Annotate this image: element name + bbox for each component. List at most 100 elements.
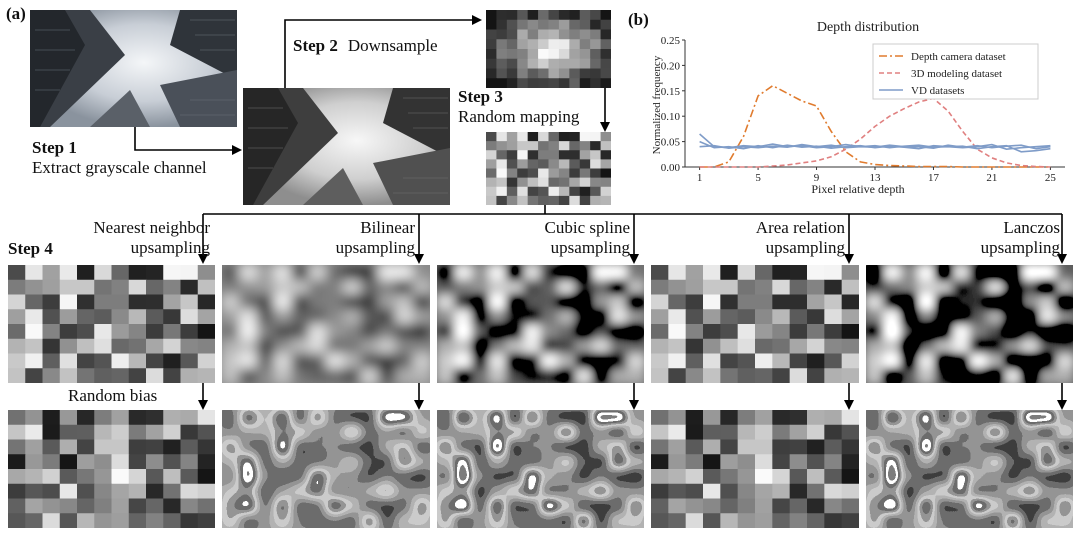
smooth-cell	[343, 265, 362, 281]
smooth-cell	[395, 410, 414, 426]
pixel-cell	[527, 141, 539, 151]
pixel-cell	[548, 29, 560, 40]
smooth-cell	[917, 294, 936, 310]
pixel-cell	[94, 368, 113, 383]
pixel-cell	[685, 424, 704, 441]
chart-series	[699, 84, 1051, 168]
smooth-cell	[256, 439, 275, 455]
cubic-bias-image	[437, 410, 644, 528]
smooth-cell	[575, 439, 593, 455]
smooth-cell	[900, 513, 919, 528]
smooth-cell	[969, 469, 988, 485]
pixel-cell	[77, 424, 95, 441]
pixel-cell	[59, 265, 78, 281]
pixel-cell	[824, 324, 843, 340]
smooth-cell	[454, 469, 473, 485]
pixel-cell	[824, 469, 843, 485]
pixel-cell	[42, 324, 61, 340]
smooth-cell	[557, 279, 576, 296]
pixel-cell	[163, 439, 182, 455]
pixel-cell	[77, 454, 95, 470]
pixel-cell	[807, 353, 825, 369]
pixel-cell	[755, 368, 773, 383]
smooth-cell	[917, 439, 936, 455]
pixel-cell	[527, 150, 539, 160]
smooth-cell	[557, 309, 576, 325]
pixel-cell	[668, 483, 687, 500]
pixel-cell	[703, 279, 721, 296]
pixel-cell	[807, 469, 825, 485]
pixel-cell	[737, 513, 756, 528]
y-tick-label: 0.05	[661, 137, 681, 149]
pixel-cell	[600, 29, 611, 40]
method-label-lanczos: Lanczos upsampling	[945, 218, 1060, 258]
smooth-cell	[437, 498, 455, 514]
pixel-cell	[111, 469, 130, 485]
city-photo-image	[30, 10, 237, 127]
smooth-cell	[412, 309, 430, 325]
pixel-cell	[579, 141, 591, 151]
smooth-cell	[412, 439, 430, 455]
smooth-cell	[557, 353, 576, 369]
smooth-cell	[291, 265, 310, 281]
pixel-cell	[720, 279, 739, 296]
smooth-cell	[900, 309, 919, 325]
smooth-cell	[454, 513, 473, 528]
pixel-cell	[651, 483, 669, 500]
pixel-cell	[59, 309, 78, 325]
smooth-cell	[866, 439, 884, 455]
smooth-cell	[626, 353, 644, 369]
pixel-cell	[703, 454, 721, 470]
smooth-cell	[540, 309, 559, 325]
pixel-cell	[486, 186, 498, 197]
smooth-cell	[1004, 454, 1022, 470]
pixel-cell	[42, 353, 61, 369]
smooth-cell	[222, 513, 240, 528]
smooth-cell	[239, 309, 258, 325]
smooth-cell	[360, 338, 379, 355]
smooth-cell	[540, 338, 559, 355]
smooth-cell	[969, 309, 988, 325]
pixel-cell	[180, 265, 199, 281]
pixel-cell	[146, 439, 164, 455]
pixel-cell	[789, 353, 808, 369]
pixel-cell	[558, 68, 570, 79]
pixel-cell	[94, 513, 113, 528]
smooth-cell	[557, 439, 576, 455]
smooth-cell	[488, 338, 507, 355]
pixel-cell	[558, 29, 570, 40]
smooth-cell	[866, 338, 884, 355]
smooth-cell	[343, 424, 362, 441]
smooth-cell	[986, 294, 1005, 310]
smooth-cell	[488, 265, 507, 281]
smooth-cell	[222, 469, 240, 485]
pixel-cell	[128, 353, 147, 369]
pixel-cell	[486, 49, 498, 60]
smooth-cell	[343, 279, 362, 296]
pixel-cell	[789, 324, 808, 340]
smooth-cell	[935, 513, 953, 528]
smooth-cell	[1055, 513, 1073, 528]
smooth-cell	[343, 368, 362, 383]
pixel-cell	[841, 324, 859, 340]
smooth-cell	[308, 309, 327, 325]
pixel-cell	[685, 410, 704, 426]
pixel-cell	[755, 353, 773, 369]
pixel-cell	[685, 279, 704, 296]
smooth-cell	[935, 483, 953, 500]
smooth-cell	[1004, 324, 1022, 340]
step3-desc: Random mapping	[458, 107, 580, 126]
pixel-cell	[569, 168, 581, 179]
smooth-cell	[437, 265, 455, 281]
smooth-cell	[575, 368, 593, 383]
smooth-cell	[291, 324, 310, 340]
smooth-cell	[308, 513, 327, 528]
pixel-cell	[163, 498, 182, 514]
pixel-cell	[486, 132, 498, 142]
smooth-cell	[506, 483, 524, 500]
pixel-cell	[789, 279, 808, 296]
pixel-cell	[685, 324, 704, 340]
smooth-cell	[471, 513, 490, 528]
smooth-cell	[395, 483, 414, 500]
method-label-area: Area relation upsampling	[710, 218, 845, 258]
